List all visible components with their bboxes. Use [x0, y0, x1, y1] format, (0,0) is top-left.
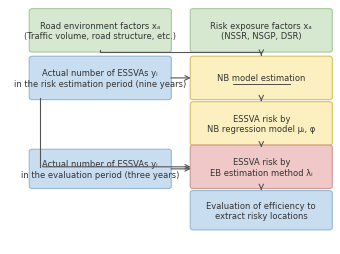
FancyBboxPatch shape — [190, 102, 332, 146]
Text: Actual number of ESSVAs yᵢ
in the evaluation period (three years): Actual number of ESSVAs yᵢ in the evalua… — [21, 160, 180, 179]
FancyBboxPatch shape — [190, 191, 332, 230]
Text: Road environment factors xₐ
(Traffic volume, road structure, etc.): Road environment factors xₐ (Traffic vol… — [24, 22, 176, 41]
FancyBboxPatch shape — [190, 10, 332, 53]
Text: Evaluation of efficiency to
extract risky locations: Evaluation of efficiency to extract risk… — [206, 201, 316, 220]
Text: ESSVA risk by
EB estimation method λᵢ: ESSVA risk by EB estimation method λᵢ — [210, 157, 312, 177]
Text: Risk exposure factors xₐ
(NSSR, NSGP, DSR): Risk exposure factors xₐ (NSSR, NSGP, DS… — [210, 22, 312, 41]
Text: Actual number of ESSVAs yᵢ
in the risk estimation period (nine years): Actual number of ESSVAs yᵢ in the risk e… — [14, 69, 186, 88]
FancyBboxPatch shape — [29, 10, 171, 53]
Text: ESSVA risk by
NB regression model μᵢ, φ: ESSVA risk by NB regression model μᵢ, φ — [207, 114, 316, 134]
FancyBboxPatch shape — [190, 57, 332, 100]
FancyBboxPatch shape — [29, 57, 171, 100]
Text: NB model estimation: NB model estimation — [217, 74, 305, 83]
FancyBboxPatch shape — [29, 150, 171, 189]
FancyBboxPatch shape — [190, 146, 332, 189]
